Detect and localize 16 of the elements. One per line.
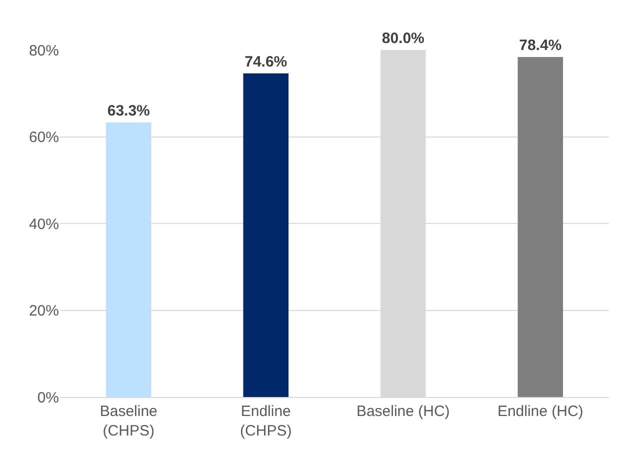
data-label: 63.3%	[107, 102, 150, 120]
y-tick-label: 20%	[28, 302, 59, 320]
bar	[243, 73, 289, 397]
y-tick-label: 60%	[28, 129, 59, 146]
bar	[106, 122, 152, 397]
data-label: 78.4%	[519, 36, 562, 54]
bar	[518, 56, 564, 397]
data-label: 80.0%	[382, 30, 424, 47]
x-tick-label: Endline (CHPS)	[240, 403, 292, 440]
x-tick-label: Endline (HC)	[497, 403, 584, 420]
y-tick-label: 40%	[28, 216, 59, 233]
x-tick-label: Baseline (HC)	[356, 403, 450, 420]
x-tick-label: Baseline (CHPS)	[100, 403, 158, 440]
y-tick-label: 0%	[37, 389, 59, 406]
data-label: 74.6%	[244, 53, 288, 70]
y-tick-label: 80%	[28, 42, 59, 60]
